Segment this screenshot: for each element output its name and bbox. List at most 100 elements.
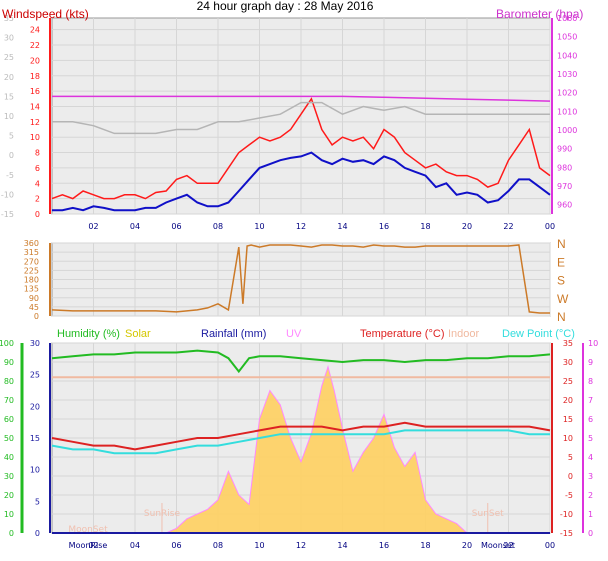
y-tick-label-temperature: -10 (560, 510, 573, 519)
x-tick-label: 04 (130, 541, 140, 550)
x-tick-label: 06 (171, 222, 181, 231)
y-tick-label-direction: 225 (24, 266, 39, 275)
series-humidity (51, 349, 551, 374)
y-tick-label-ghost: 0 (9, 151, 14, 160)
y-tick-label-right: 970 (557, 182, 572, 191)
y-tick-label-left: 0 (35, 210, 40, 219)
panel-title-wind: Windspeed (kts) (2, 7, 89, 21)
compass-label: W (557, 292, 569, 306)
y-tick-label-uv: 10 (588, 339, 598, 348)
y-tick-label-right: 1040 (557, 51, 577, 60)
panel-title-barometer: Barometer (hpa) (496, 7, 583, 21)
y-tick-label-direction: 180 (24, 276, 39, 285)
x-tick-label: 14 (337, 222, 347, 231)
series-solar-area (52, 366, 550, 533)
y-tick-label-ghost: -15 (1, 210, 14, 219)
y-tick-label-ghost: 10 (4, 112, 14, 121)
y-tick-label-right: 1000 (557, 126, 577, 135)
x-tick-label: 12 (296, 222, 306, 231)
x-tick-label: 10 (254, 541, 264, 550)
y-tick-label-uv: 4 (588, 453, 593, 462)
series-dew (51, 429, 550, 455)
x-tick-label: 18 (420, 541, 430, 550)
y-tick-label-left: 10 (30, 133, 40, 142)
y-tick-label-temperature: 0 (568, 472, 573, 481)
y-tick-label-left: 16 (30, 87, 40, 96)
annotation-moonset: MoonSet (68, 525, 108, 535)
y-tick-label-left: 18 (30, 72, 40, 81)
y-tick-label-rain: 30 (30, 339, 40, 348)
series-baro_left (52, 101, 550, 135)
legend-2: Rainfall (mm) (201, 328, 266, 340)
y-tick-label-rain: 5 (35, 497, 40, 506)
y-tick-label-right: 1030 (557, 70, 577, 79)
y-tick-label-left: 22 (30, 41, 40, 50)
y-tick-label-humidity: 90 (4, 358, 14, 367)
y-tick-label-rain: 0 (35, 529, 40, 538)
y-tick-label-direction: 45 (29, 303, 39, 312)
legend-5: Indoor (448, 328, 480, 340)
compass-label: N (557, 237, 566, 251)
y-tick-label-left: 20 (30, 56, 40, 65)
x-tick-label: 20 (462, 541, 472, 550)
y-tick-label-ghost: -10 (1, 190, 14, 199)
y-tick-label-humidity: 100 (0, 339, 14, 348)
y-tick-label-left: 4 (35, 179, 40, 188)
y-tick-label-ghost: -5 (6, 171, 14, 180)
y-tick-label-temperature: 30 (563, 358, 573, 367)
compass-label: N (557, 310, 566, 324)
y-tick-label-uv: 6 (588, 415, 593, 424)
y-tick-label-humidity: 10 (4, 510, 14, 519)
y-tick-label-ghost: 20 (4, 73, 14, 82)
x-tick-label: 06 (171, 541, 181, 550)
graph-title: 24 hour graph day : 28 May 2016 (197, 0, 374, 13)
compass-label: S (557, 274, 565, 288)
y-tick-label-uv: 8 (588, 377, 593, 386)
y-tick-label-ghost: 30 (4, 34, 14, 43)
x-tick-label: 08 (213, 541, 223, 550)
x-tick-label: 02 (88, 222, 98, 231)
series-baro (52, 95, 551, 102)
legend-6: Dew Point (°C) (502, 328, 575, 340)
y-tick-label-humidity: 40 (4, 453, 14, 462)
series-wind (52, 151, 551, 212)
y-tick-label-temperature: 20 (563, 396, 573, 405)
y-tick-label-right: 1050 (557, 33, 577, 42)
y-tick-label-direction: 135 (24, 285, 39, 294)
y-tick-label-temperature: 15 (563, 415, 573, 424)
x-tick-label: 00 (545, 222, 555, 231)
x-tick-label: 04 (130, 222, 140, 231)
annotation-sunset: SunSet (472, 509, 504, 519)
x-tick-label: 22 (503, 222, 513, 231)
annotation-moonset-2: Moonset (481, 541, 515, 550)
x-tick-label: 22 (503, 541, 513, 550)
series-direction (51, 244, 550, 314)
y-tick-label-uv: 5 (588, 434, 593, 443)
x-tick-label: 10 (254, 222, 264, 231)
x-tick-label: 18 (420, 222, 430, 231)
y-tick-label-uv: 9 (588, 358, 593, 367)
y-tick-label-humidity: 80 (4, 377, 14, 386)
compass-label: E (557, 255, 565, 269)
y-tick-label-rain: 25 (30, 371, 40, 380)
y-tick-label-humidity: 70 (4, 396, 14, 405)
x-tick-label: 16 (379, 541, 389, 550)
y-tick-label-temperature: -5 (565, 491, 573, 500)
legend-3: UV (286, 328, 302, 340)
y-tick-label-ghost: 15 (4, 92, 14, 101)
y-tick-label-uv: 0 (588, 529, 593, 538)
x-tick-label: 14 (337, 541, 347, 550)
y-tick-label-temperature: -15 (560, 529, 573, 538)
y-tick-label-left: 14 (30, 102, 40, 111)
legend-4: Temperature (°C) (360, 328, 444, 340)
y-tick-label-uv: 7 (588, 396, 593, 405)
legend-1: Solar (125, 328, 151, 340)
y-tick-label-temperature: 10 (563, 434, 573, 443)
y-tick-label-direction: 90 (29, 294, 39, 303)
y-tick-label-right: 1010 (557, 107, 577, 116)
y-tick-label-uv: 2 (588, 491, 593, 500)
wind-barometer-panel: 024681012141618202224-15-10-505101520253… (1, 7, 583, 231)
y-tick-label-direction: 0 (34, 312, 39, 321)
y-tick-label-direction: 315 (24, 248, 39, 257)
y-tick-label-direction: 270 (24, 257, 39, 266)
